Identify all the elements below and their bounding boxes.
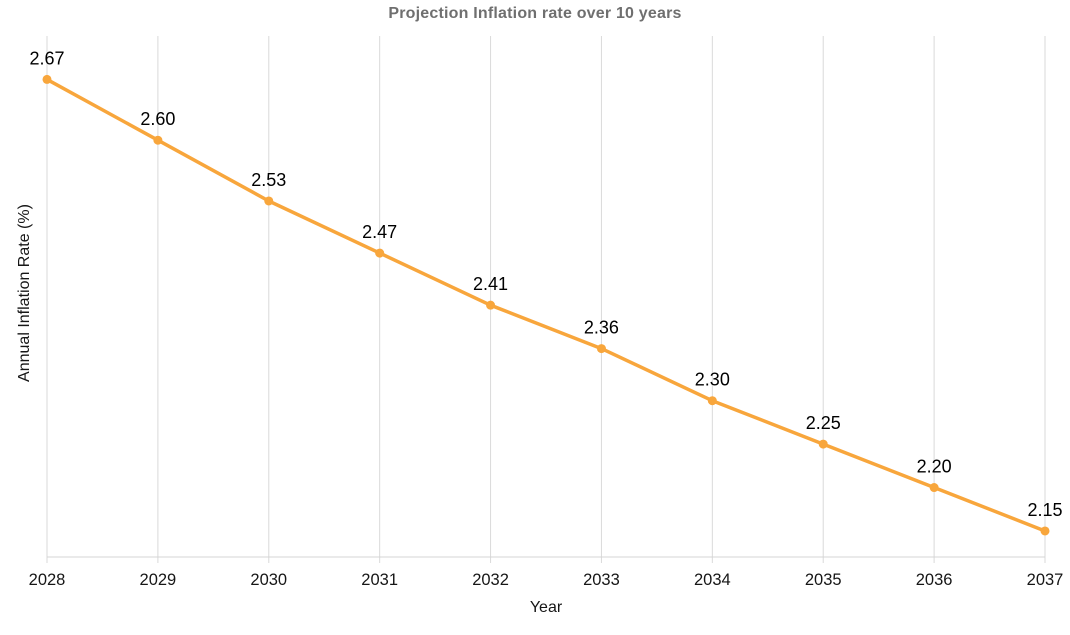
data-point-marker <box>486 300 496 310</box>
data-point-label: 2.36 <box>584 318 619 338</box>
data-point-label: 2.67 <box>29 48 64 68</box>
chart-title: Projection Inflation rate over 10 years <box>388 5 682 22</box>
x-tick-label: 2035 <box>805 571 842 589</box>
data-point-label: 2.25 <box>806 413 841 433</box>
data-point-marker <box>42 74 52 84</box>
x-tick-label: 2037 <box>1027 571 1064 589</box>
trend-line <box>45 77 1047 533</box>
x-tick-label: 2034 <box>694 571 731 589</box>
x-tick-label: 2031 <box>361 571 398 589</box>
data-point-marker <box>153 135 163 145</box>
data-point-label: 2.53 <box>251 170 286 190</box>
data-point-marker <box>818 439 828 449</box>
data-point-label: 2.30 <box>695 370 730 390</box>
data-point-label: 2.41 <box>473 274 508 294</box>
x-axis-title: Year <box>529 599 563 616</box>
data-point-marker <box>596 344 606 354</box>
data-point-marker <box>375 248 385 258</box>
data-point-label: 2.60 <box>140 109 175 129</box>
x-tick-label: 2036 <box>916 571 953 589</box>
x-tick-label: 2029 <box>140 571 177 589</box>
x-tick-label: 2028 <box>29 571 66 589</box>
data-point-marker <box>929 483 939 493</box>
data-point-label: 2.15 <box>1027 500 1062 520</box>
x-tick-label: 2032 <box>472 571 509 589</box>
data-point-label: 2.20 <box>917 457 952 477</box>
x-tick-label: 2033 <box>583 571 620 589</box>
data-point-marker <box>707 396 717 406</box>
data-point-marker <box>1040 526 1050 536</box>
data-point-marker <box>264 196 274 206</box>
data-point-label: 2.47 <box>362 222 397 242</box>
x-tick-label: 2030 <box>250 571 287 589</box>
